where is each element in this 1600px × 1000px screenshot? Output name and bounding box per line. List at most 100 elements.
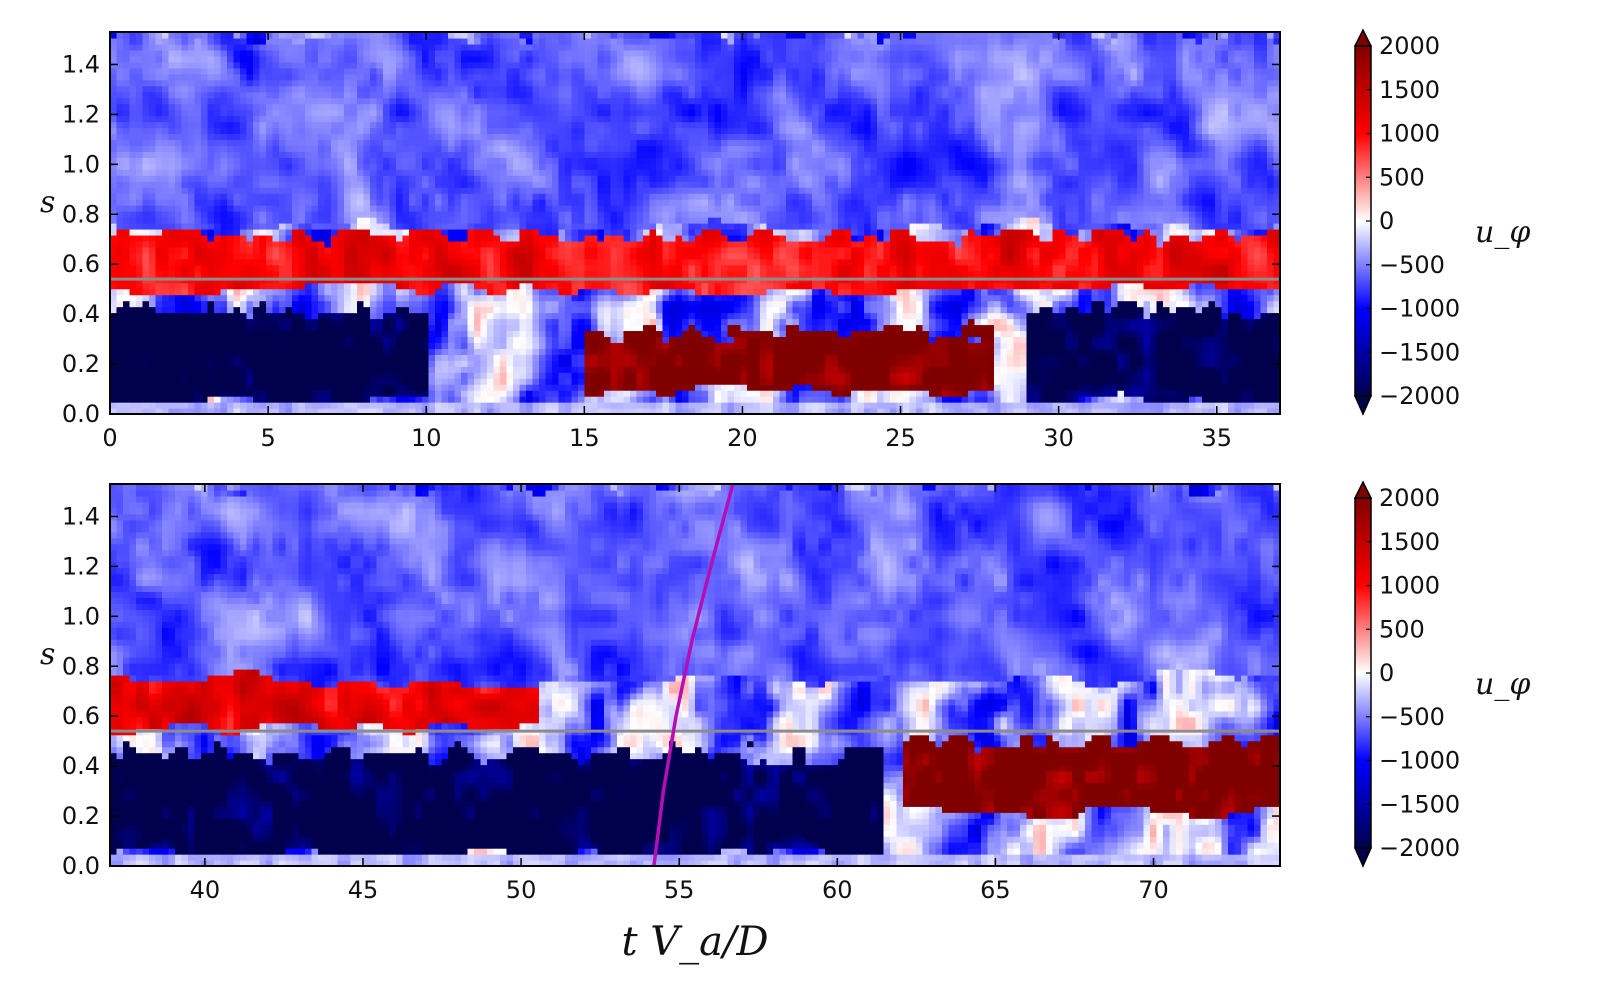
heatmap-cell <box>539 324 547 332</box>
heatmap-cell <box>532 228 540 236</box>
heatmap-cell <box>532 408 540 414</box>
heatmap-cell <box>194 61 202 69</box>
heatmap-cell <box>454 336 462 343</box>
heatmap-cell <box>370 366 378 373</box>
heatmap-cell <box>526 324 534 332</box>
heatmap-cell <box>513 258 521 266</box>
heatmap-cell <box>454 157 462 164</box>
heatmap-cell <box>474 211 482 218</box>
heatmap-cell <box>597 348 605 355</box>
heatmap-cell <box>513 402 521 409</box>
heatmap-cell <box>441 330 449 338</box>
heatmap-cell <box>253 360 261 367</box>
heatmap-cell <box>298 97 306 105</box>
heatmap-cell <box>500 73 508 81</box>
heatmap-cell <box>493 67 501 75</box>
heatmap-cell <box>461 342 469 349</box>
heatmap-cell <box>565 79 573 87</box>
heatmap-cell <box>266 270 274 278</box>
heatmap-cell <box>155 288 163 296</box>
heatmap-cell <box>298 32 306 39</box>
heatmap-cell <box>539 169 547 176</box>
heatmap-cell <box>428 306 436 314</box>
heatmap-cell <box>552 199 560 206</box>
heatmap-cell <box>201 127 209 135</box>
heatmap-cell <box>318 408 326 414</box>
heatmap-cell <box>558 133 566 141</box>
heatmap-cell <box>480 246 488 254</box>
heatmap-cell <box>253 61 261 69</box>
heatmap-cell <box>435 199 443 206</box>
heatmap-cell <box>207 306 215 314</box>
heatmap-cell <box>318 199 326 206</box>
heatmap-cell <box>558 85 566 93</box>
heatmap-cell <box>305 175 313 182</box>
heatmap-cell <box>526 312 534 320</box>
heatmap-cell <box>474 264 482 272</box>
heatmap-cell <box>240 360 248 367</box>
heatmap-cell <box>415 73 423 81</box>
heatmap-cell <box>175 240 183 248</box>
heatmap-cell <box>337 163 345 170</box>
heatmap-cell <box>383 258 391 266</box>
heatmap-cell <box>422 246 430 254</box>
heatmap-cell <box>272 366 280 373</box>
heatmap-cell <box>513 378 521 385</box>
heatmap-cell <box>175 228 183 236</box>
heatmap-cell <box>298 324 306 332</box>
heatmap-cell <box>448 342 456 349</box>
heatmap-cell <box>194 354 202 361</box>
heatmap-cell <box>168 234 176 242</box>
heatmap-cell <box>428 228 436 236</box>
heatmap-cell <box>279 91 287 99</box>
heatmap-cell <box>415 157 423 164</box>
heatmap-cell <box>298 109 306 117</box>
heatmap-cell <box>318 366 326 373</box>
heatmap-cell <box>259 306 267 314</box>
heatmap-cell <box>409 288 417 296</box>
heatmap-cell <box>168 246 176 254</box>
heatmap-cell <box>467 324 475 332</box>
heatmap-cell <box>350 43 358 51</box>
heatmap-cell <box>168 67 176 75</box>
heatmap-cell <box>285 330 293 338</box>
heatmap-cell <box>279 258 287 266</box>
heatmap-cell <box>435 240 443 248</box>
heatmap-cell <box>292 103 300 111</box>
heatmap-cell <box>506 157 514 164</box>
heatmap-cell <box>454 91 462 99</box>
heatmap-cell <box>253 193 261 200</box>
heatmap-cell <box>350 115 358 123</box>
heatmap-cell <box>285 217 293 224</box>
heatmap-cell <box>591 109 599 117</box>
heatmap-cell <box>266 199 274 206</box>
heatmap-cell <box>454 348 462 355</box>
heatmap-cell <box>285 43 293 51</box>
heatmap-cell <box>376 193 384 200</box>
heatmap-cell <box>552 378 560 385</box>
heatmap-cell <box>201 324 209 332</box>
heatmap-cell <box>545 402 553 409</box>
heatmap-cell <box>363 67 371 75</box>
heatmap-cell <box>370 384 378 391</box>
heatmap-cell <box>142 234 150 242</box>
heatmap-cell <box>591 348 599 355</box>
heatmap-cell <box>409 49 417 57</box>
heatmap-cell <box>552 366 560 373</box>
heatmap-cell <box>201 151 209 158</box>
heatmap-cell <box>506 384 514 391</box>
heatmap-cell <box>298 127 306 135</box>
heatmap-cell <box>311 193 319 200</box>
heatmap-cell <box>396 378 404 385</box>
heatmap-cell <box>253 211 261 218</box>
heatmap-cell <box>526 61 534 69</box>
heatmap-cell <box>519 79 527 87</box>
heatmap-cell <box>604 390 612 397</box>
heatmap-cell <box>389 234 397 242</box>
heatmap-cell <box>227 145 235 152</box>
heatmap-cell <box>129 85 137 93</box>
heatmap-cell <box>526 258 534 266</box>
heatmap-cell <box>253 252 261 260</box>
heatmap-cell <box>480 32 488 39</box>
heatmap-cell <box>136 258 144 266</box>
